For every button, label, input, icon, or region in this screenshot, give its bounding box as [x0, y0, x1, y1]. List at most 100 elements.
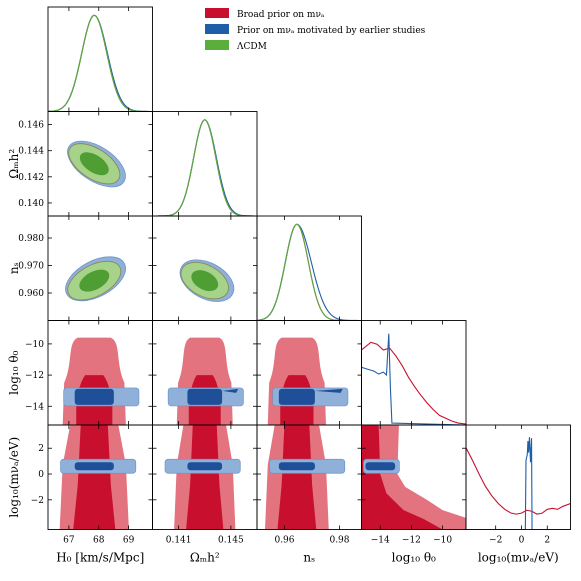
contour-lcdm-inner [79, 269, 110, 292]
panel-logtheta-logtheta [361, 320, 467, 426]
x-tick-label: −12 [402, 536, 421, 546]
legend-entry-1: Prior on mνₐ motivated by earlier studie… [237, 26, 426, 36]
panel-ns-ns [256, 215, 362, 321]
panel-ns-omh2 [152, 215, 258, 321]
y-tick-label: 0.960 [18, 289, 44, 299]
panel-content [65, 256, 126, 302]
legend-entry-0: Broad prior on mνₐ [237, 10, 325, 20]
panel-content [164, 425, 241, 530]
marginal-motivated-line [152, 119, 257, 216]
x-tick-label: 0.98 [329, 536, 349, 546]
panel-logmnu-H0 [47, 424, 153, 530]
y-tick-label: 0.142 [18, 173, 44, 183]
contour-motivated-inner [278, 462, 315, 471]
panel-content [257, 223, 362, 321]
panel-omh2-H0 [47, 111, 153, 217]
panel-logmnu-logtheta [361, 424, 467, 530]
y-tick-label: 0.146 [18, 121, 44, 131]
marginal-motivated-line [361, 333, 466, 425]
panel-content [361, 333, 466, 425]
x-axis-label-ns: nₛ [303, 551, 315, 565]
legend-swatch-2 [205, 40, 229, 50]
panel-logtheta-H0 [47, 320, 153, 426]
panel-logmnu-omh2 [152, 424, 258, 530]
marginal-broad-line [257, 223, 362, 321]
contour-broad-inner [186, 425, 224, 530]
y-tick-label: −2 [31, 496, 44, 506]
panel-content [264, 425, 346, 530]
x-tick-label: 67 [63, 536, 75, 546]
y-tick-label: −12 [25, 371, 44, 381]
contour-motivated-tail [222, 388, 239, 393]
x-tick-label: 69 [123, 536, 135, 546]
contour-motivated-inner [187, 462, 223, 471]
marginal-broad-line [361, 341, 466, 425]
panel-content [67, 140, 126, 188]
contour-broad-inner [361, 425, 443, 530]
marginal-lcdm-line [152, 119, 257, 216]
panel-logtheta-omh2 [152, 320, 258, 426]
panel-content [167, 337, 244, 425]
x-tick-label: 0.96 [274, 536, 294, 546]
contour-motivated-inner [278, 388, 315, 405]
panel-logmnu-logmnu [465, 424, 571, 530]
y-tick-label: 0 [38, 470, 44, 480]
x-tick-label: −14 [371, 536, 390, 546]
marginal-motivated-line [48, 14, 153, 112]
y-axis-label-ns: nₛ [7, 262, 21, 274]
contour-motivated-inner [74, 462, 114, 471]
y-axis-label-logmnu: log₁₀(mνₐ/eV) [7, 437, 21, 518]
y-tick-label: 0.140 [18, 199, 44, 209]
panel-H0-H0 [47, 6, 153, 112]
panel-content [267, 337, 349, 425]
y-tick-label: 0.144 [18, 147, 44, 157]
legend: Broad prior on mνₐ Prior on mνₐ motivated… [205, 8, 426, 52]
panel-logtheta-ns [256, 320, 362, 426]
x-axis-label-logmnu: log₁₀(mνₐ/eV) [478, 551, 559, 565]
x-axis-label-logtheta: log₁₀ θ₀ [392, 551, 436, 565]
y-tick-label: 2 [38, 444, 44, 454]
x-axis-label-omh2: Ωₘh² [190, 551, 220, 565]
panel-ns-H0 [47, 215, 153, 321]
panel-content [179, 259, 235, 302]
contour-lcdm-inner [79, 152, 109, 176]
marginal-motivated-line [466, 437, 571, 530]
contour-motivated-inner [187, 388, 223, 405]
marginal-lcdm-line [257, 223, 362, 321]
panel-content [48, 14, 153, 112]
panel-content [466, 437, 571, 530]
contour-lcdm-inner [191, 270, 219, 292]
x-tick-label: 0.145 [218, 536, 244, 546]
contour-motivated-inner [365, 462, 396, 471]
panel-logmnu-ns [256, 424, 362, 530]
x-axis-label-H0: H₀ [km/s/Mpc] [56, 551, 144, 565]
contour-broad-inner [73, 425, 116, 530]
panel-frame [152, 111, 258, 217]
x-tick-label: 0 [519, 536, 525, 546]
y-tick-label: 0.980 [18, 234, 44, 244]
contour-motivated-tail [314, 388, 343, 393]
legend-swatch-1 [205, 24, 229, 34]
marginal-broad-line [152, 119, 257, 216]
panel-omh2-omh2 [152, 111, 258, 217]
marginal-broad-line [466, 447, 571, 515]
x-tick-label: 0.141 [166, 536, 192, 546]
y-tick-label: −14 [25, 402, 44, 412]
marginal-broad-line [48, 14, 153, 112]
legend-swatch-0 [205, 8, 229, 18]
panel-frame [47, 6, 153, 112]
marginal-lcdm-line [48, 14, 153, 112]
y-tick-label: 0.970 [18, 262, 44, 272]
y-axis-label-logtheta: log₁₀ θ₀ [7, 350, 21, 394]
x-tick-label: −10 [433, 536, 452, 546]
legend-entry-2: ΛCDM [236, 42, 267, 52]
panel-content [152, 119, 257, 216]
panel-content [59, 425, 137, 530]
panel-content [361, 425, 466, 530]
y-tick-label: −10 [25, 340, 44, 350]
panel-content [62, 337, 140, 425]
contour-motivated-inner [74, 388, 114, 405]
marginal-motivated-line [257, 223, 362, 321]
x-tick-label: 68 [93, 536, 105, 546]
